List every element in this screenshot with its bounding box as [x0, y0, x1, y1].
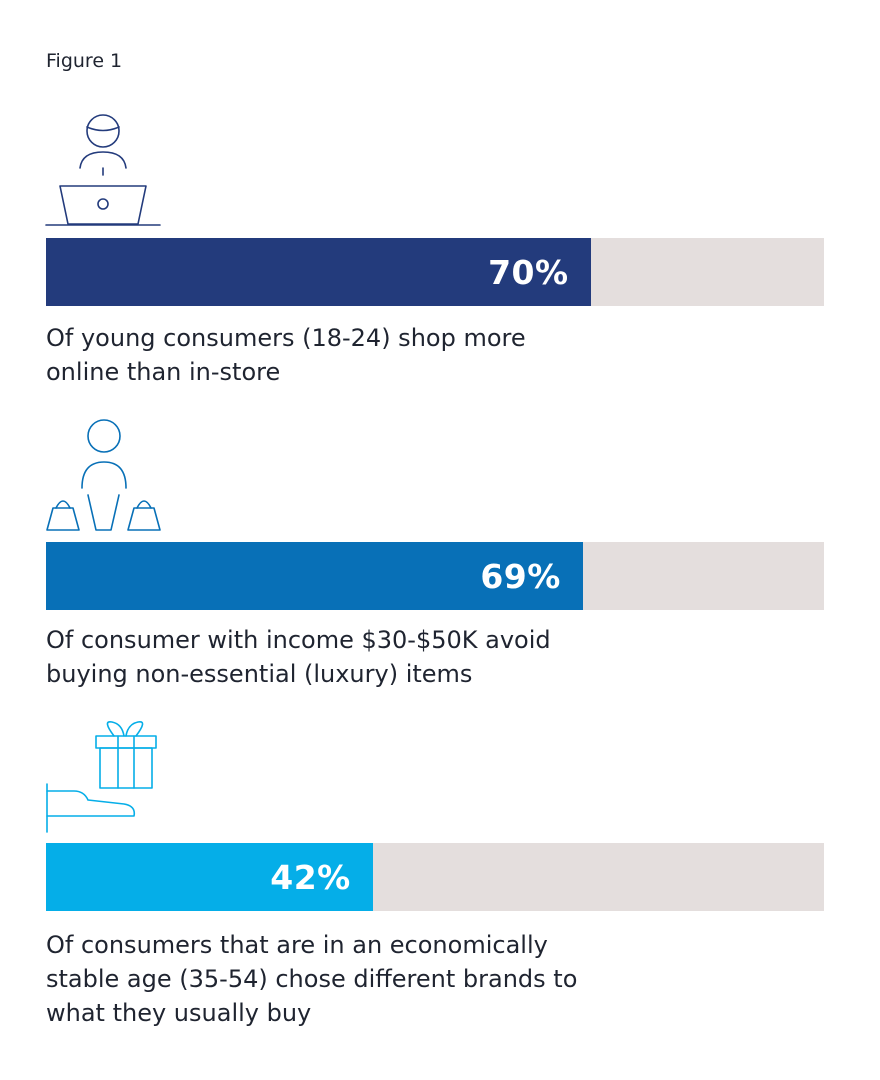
bar-track-1: 70%	[46, 238, 824, 306]
figure-label: Figure 1	[46, 50, 123, 72]
bar-value-label-2: 69%	[480, 556, 561, 596]
bar-track-3: 42%	[46, 843, 824, 911]
bar-3: 42%	[46, 843, 373, 911]
bar-value-label-3: 42%	[270, 857, 351, 897]
bar-caption-1: Of young consumers (18-24) shop more onl…	[46, 324, 526, 386]
person-laptop-icon	[44, 112, 164, 234]
bar-caption-3: Of consumers that are in an economically…	[46, 931, 578, 1027]
hand-gift-icon	[44, 718, 164, 838]
bar-track-2: 69%	[46, 542, 824, 610]
bar-1: 70%	[46, 238, 591, 306]
bar-value-label-1: 70%	[488, 252, 569, 292]
bar-2: 69%	[46, 542, 583, 610]
bar-caption-2: Of consumer with income $30-$50K avoid b…	[46, 626, 551, 688]
person-shopping-bags-icon	[44, 418, 164, 538]
